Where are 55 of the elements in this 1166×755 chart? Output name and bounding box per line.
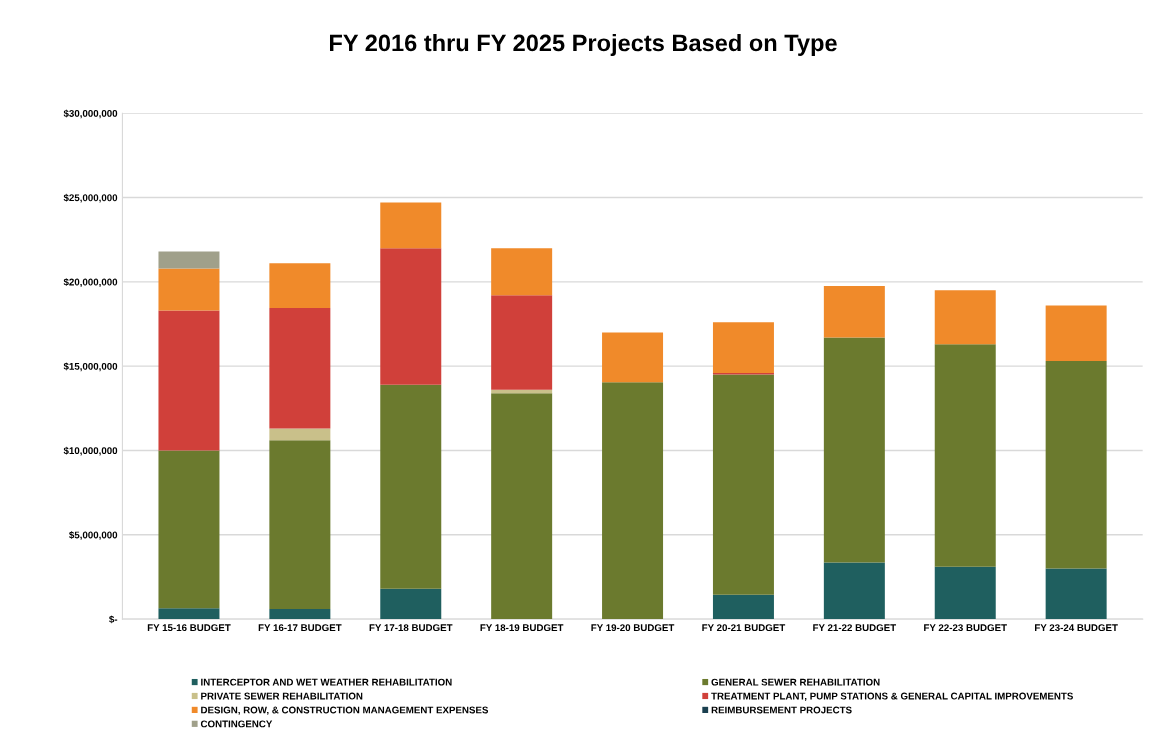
bar bbox=[269, 308, 331, 429]
y-tick-label: $25,000,000 bbox=[63, 193, 118, 203]
bar bbox=[269, 428, 331, 441]
bar bbox=[269, 608, 331, 620]
bar bbox=[934, 566, 996, 620]
bar bbox=[1045, 568, 1107, 620]
x-tick-label: FY 22-23 BUDGET bbox=[924, 624, 1007, 632]
bar bbox=[1045, 305, 1107, 362]
x-tick-label: FY 16-17 BUDGET bbox=[258, 624, 342, 632]
legend-label: CONTINGENCY bbox=[200, 720, 273, 728]
y-tick-label: $5,000,000 bbox=[69, 531, 118, 540]
x-tick-label: FY 23-24 BUDGET bbox=[1035, 624, 1118, 632]
bar bbox=[491, 295, 553, 390]
legend-label: REIMBURSEMENT PROJECTS bbox=[711, 706, 852, 714]
bar bbox=[158, 608, 220, 620]
y-tick-label: $20,000,000 bbox=[63, 278, 118, 287]
bar bbox=[712, 374, 774, 595]
x-tick-label: FY 18-19 BUDGET bbox=[480, 624, 564, 632]
x-tick-label: FY 20-21 BUDGET bbox=[702, 624, 786, 632]
bar bbox=[602, 382, 664, 620]
bar bbox=[1045, 361, 1107, 569]
bar bbox=[158, 310, 220, 451]
bar bbox=[934, 290, 996, 345]
bar bbox=[934, 344, 996, 567]
y-tick-label: $- bbox=[109, 615, 118, 624]
x-tick-label: FY 21-22 BUDGET bbox=[813, 624, 897, 632]
bar bbox=[491, 248, 553, 296]
bar bbox=[712, 594, 774, 620]
legend-label: INTERCEPTOR AND WET WEATHER REHABILITATION bbox=[201, 678, 452, 686]
legend-label: DESIGN, ROW, & CONSTRUCTION MANAGEMENT EXPENSES bbox=[201, 706, 489, 715]
legend-label: PRIVATE SEWER REHABILITATION bbox=[201, 692, 363, 700]
bar bbox=[269, 440, 331, 609]
x-tick-label: FY 15-16 BUDGET bbox=[147, 624, 231, 632]
legend-label: TREATMENT PLANT, PUMP STATIONS & GENERAL CAPITAL IMPROVEMENTS bbox=[711, 692, 1073, 701]
bar bbox=[380, 202, 442, 249]
bar bbox=[269, 263, 331, 308]
bar bbox=[380, 588, 442, 620]
bar bbox=[602, 332, 664, 383]
y-tick-label: $30,000,000 bbox=[63, 109, 118, 119]
bar bbox=[158, 450, 220, 609]
x-tick-label: FY 19-20 BUDGET bbox=[591, 624, 675, 632]
bar bbox=[380, 384, 442, 589]
x-tick-label: FY 17-18 BUDGET bbox=[369, 624, 453, 632]
bar bbox=[158, 268, 220, 311]
bar bbox=[712, 322, 774, 373]
y-tick-label: $10,000,000 bbox=[63, 446, 118, 456]
bar bbox=[158, 251, 220, 269]
chart-title: FY 2016 thru FY 2025 Projects Based on Type bbox=[330, 33, 837, 56]
bar bbox=[823, 286, 885, 338]
legend-label: GENERAL SEWER REHABILITATION bbox=[711, 678, 880, 686]
bar bbox=[380, 248, 442, 385]
bar bbox=[823, 562, 885, 620]
bar bbox=[491, 393, 553, 620]
y-tick-label: $15,000,000 bbox=[63, 362, 118, 372]
bar bbox=[823, 337, 885, 563]
